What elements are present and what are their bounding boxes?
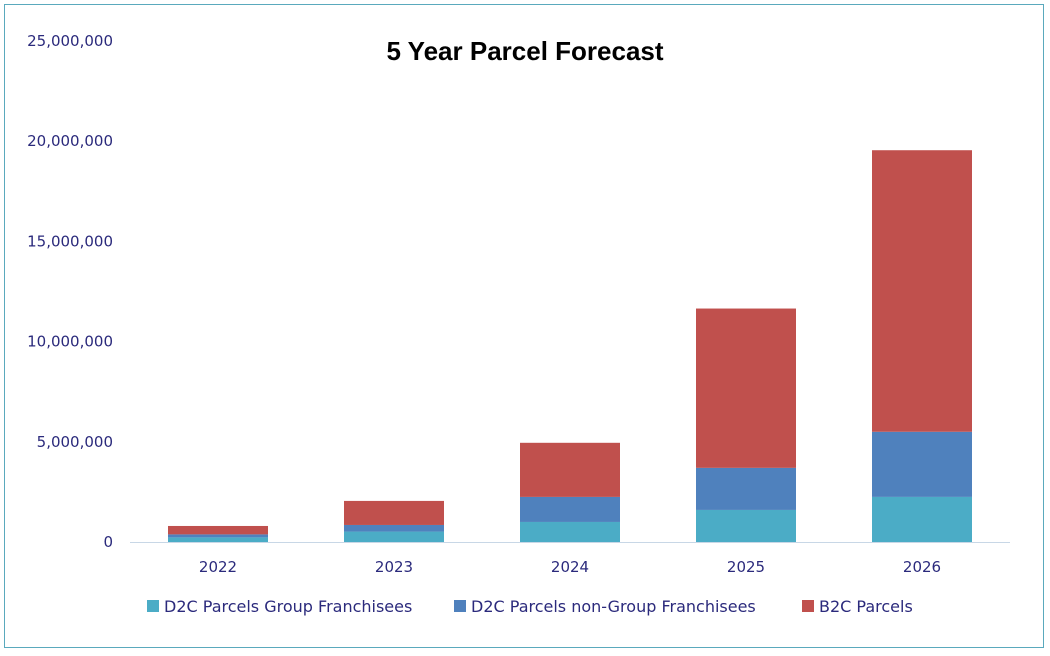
y-tick-label: 20,000,000 [27, 132, 113, 150]
y-tick-label: 25,000,000 [27, 32, 113, 50]
bar-segment [872, 431, 972, 497]
bar-segment [344, 524, 444, 532]
x-tick-label: 2024 [551, 558, 589, 576]
bar-segment [520, 442, 620, 497]
bar-segment [344, 500, 444, 525]
legend-label: D2C Parcels non-Group Franchisees [471, 597, 756, 616]
bar-segment [168, 525, 268, 535]
legend-label: D2C Parcels Group Franchisees [164, 597, 412, 616]
y-tick-label: 15,000,000 [27, 232, 113, 250]
y-tick-label: 0 [103, 533, 113, 551]
bar-segment [520, 521, 620, 542]
x-tick-label: 2026 [903, 558, 941, 576]
bar-segment [872, 150, 972, 432]
legend: D2C Parcels Group Franchisees D2C Parcels… [147, 597, 913, 616]
legend-item: B2C Parcels [802, 597, 913, 616]
bar-segment [168, 534, 268, 538]
bar-segment [696, 509, 796, 542]
y-tick-label: 5,000,000 [37, 433, 113, 451]
x-tick-label: 2023 [375, 558, 413, 576]
bars [168, 150, 972, 542]
legend-swatch [802, 600, 814, 612]
legend-swatch [147, 600, 159, 612]
x-tick-label: 2025 [727, 558, 765, 576]
bar-segment [344, 531, 444, 542]
chart-title: 5 Year Parcel Forecast [386, 36, 663, 66]
bar-segment [696, 308, 796, 468]
y-axis: 0 5,000,000 10,000,000 15,000,000 20,000,000… [27, 32, 113, 551]
x-tick-label: 2022 [199, 558, 237, 576]
x-axis: 2022 2023 2024 2025 2026 [199, 558, 941, 576]
y-tick-label: 10,000,000 [27, 333, 113, 351]
legend-swatch [454, 600, 466, 612]
bar-segment [872, 496, 972, 542]
legend-item: D2C Parcels non-Group Franchisees [454, 597, 756, 616]
bar-segment [520, 496, 620, 522]
bar-segment [696, 467, 796, 510]
legend-item: D2C Parcels Group Franchisees [147, 597, 412, 616]
bar-segment [168, 537, 268, 542]
legend-label: B2C Parcels [819, 597, 913, 616]
